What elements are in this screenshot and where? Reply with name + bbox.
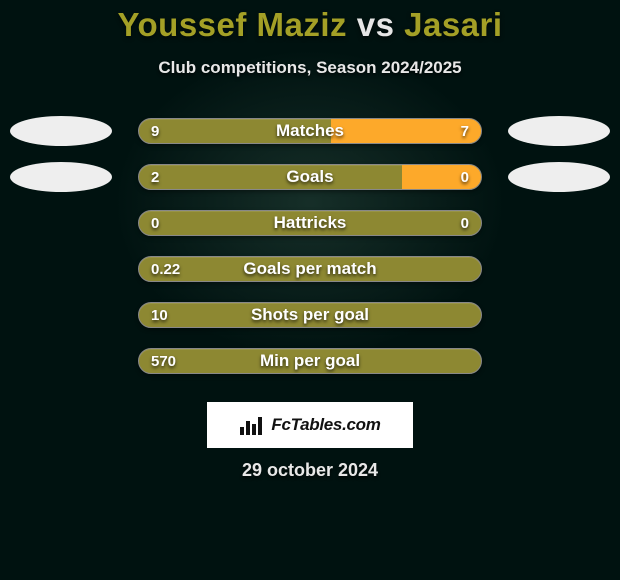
player1-value: 0 [151,211,159,235]
stat-row: 97Matches [0,108,620,154]
stat-label: Hattricks [139,211,481,235]
bar-chart-icon [239,415,265,435]
logo-text: FcTables.com [271,415,380,435]
subtitle: Club competitions, Season 2024/2025 [0,58,620,78]
comparison-card: Youssef Maziz vs Jasari Club competition… [0,0,620,580]
stat-row: 0.22Goals per match [0,246,620,292]
player1-value: 2 [151,165,159,189]
date-label: 29 october 2024 [0,460,620,481]
stat-bar: 0.22Goals per match [138,256,482,282]
player1-club-blob [10,162,112,192]
player2-segment [331,119,481,143]
player2-club-blob [508,116,610,146]
stat-bar: 20Goals [138,164,482,190]
stat-bar: 10Shots per goal [138,302,482,328]
stat-bar: 0 0Hattricks [138,210,482,236]
player1-value: 10 [151,303,168,327]
player1-value: 9 [151,119,159,143]
fctables-logo: FcTables.com [207,402,413,448]
stat-bar: 570Min per goal [138,348,482,374]
stats-list: 97Matches 20Goals 0 0Hattricks 0.22Goals per… [0,108,620,384]
player2-club-blob [508,162,610,192]
stat-label: Min per goal [139,349,481,373]
stat-label: Shots per goal [139,303,481,327]
player1-value: 0.22 [151,257,180,281]
stat-label: Goals per match [139,257,481,281]
stat-row: 10Shots per goal [0,292,620,338]
stat-row: 0 0Hattricks [0,200,620,246]
stat-row: 20Goals [0,154,620,200]
stat-row: 570Min per goal [0,338,620,384]
player1-name: Youssef Maziz [117,6,347,43]
stat-bar: 97Matches [138,118,482,144]
player1-club-blob [10,116,112,146]
player2-name: Jasari [404,6,502,43]
vs-label: vs [357,6,395,43]
player1-value: 570 [151,349,176,373]
page-title: Youssef Maziz vs Jasari [0,6,620,44]
player2-value: 0 [461,211,469,235]
player2-segment [402,165,481,189]
